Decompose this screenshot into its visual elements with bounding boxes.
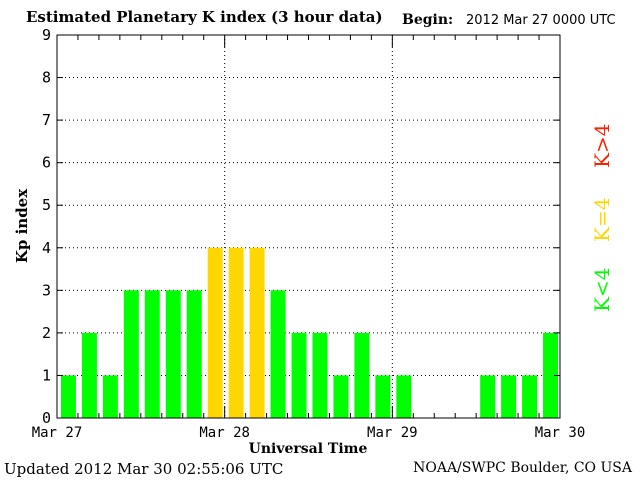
- chart-title: Estimated Planetary K index (3 hour data…: [26, 8, 383, 26]
- y-tick-label: 7: [42, 111, 51, 129]
- axes: 0 1 2 3 4 5 6 7 8 9 Mar 27 Mar 28 Mar 29 Mar 30: [32, 26, 586, 441]
- kp-bar: [144, 290, 160, 418]
- y-tick-label: 8: [42, 69, 51, 87]
- kp-bar: [522, 375, 538, 418]
- x-tick-label: Mar 27: [32, 425, 83, 441]
- begin-value: 2012 Mar 27 0000 UTC: [466, 13, 616, 28]
- data-source: NOAA/SWPC Boulder, CO USA: [413, 460, 632, 476]
- kp-bar: [228, 247, 244, 418]
- y-tick-label: 9: [42, 26, 51, 44]
- y-tick-label: 5: [42, 196, 51, 214]
- legend-k-equal-4: K=4: [590, 197, 614, 242]
- kp-bar: [543, 332, 558, 418]
- kp-bar: [480, 375, 496, 418]
- kp-bar: [312, 332, 328, 418]
- kp-bar: [501, 375, 517, 418]
- x-tick-label: Mar 29: [367, 425, 418, 441]
- kp-bar: [333, 375, 349, 418]
- y-tick-label: 1: [42, 366, 51, 384]
- kp-bar: [102, 375, 118, 418]
- kp-bar: [270, 290, 286, 418]
- y-axis-label: Kp index: [13, 188, 31, 263]
- legend-k-greater-4: K>4: [590, 123, 614, 168]
- y-tick-label: 6: [42, 154, 51, 172]
- y-tick-label: 4: [42, 239, 51, 257]
- kp-bar: [61, 375, 76, 418]
- kp-bar: [396, 375, 412, 418]
- kp-bar: [207, 247, 223, 418]
- x-axis-label: Universal Time: [249, 441, 368, 457]
- y-tick-label: 2: [42, 324, 51, 342]
- kp-bar: [186, 290, 202, 418]
- kp-bar: [123, 290, 139, 418]
- kp-bar: [375, 375, 391, 418]
- kp-bar: [81, 332, 97, 418]
- y-tick-label: 0: [42, 409, 51, 427]
- legend-k-less-4: K<4: [590, 267, 614, 312]
- updated-timestamp: Updated 2012 Mar 30 02:55:06 UTC: [4, 460, 284, 478]
- kp-bar: [291, 332, 307, 418]
- y-tick-label: 3: [42, 281, 51, 299]
- x-tick-label: Mar 30: [535, 425, 586, 441]
- begin-label: Begin:: [402, 12, 454, 28]
- kp-bar: [165, 290, 181, 418]
- kp-bar: [249, 247, 265, 418]
- kp-bar: [354, 332, 370, 418]
- kp-bars: [61, 247, 558, 418]
- x-tick-label: Mar 28: [199, 425, 250, 441]
